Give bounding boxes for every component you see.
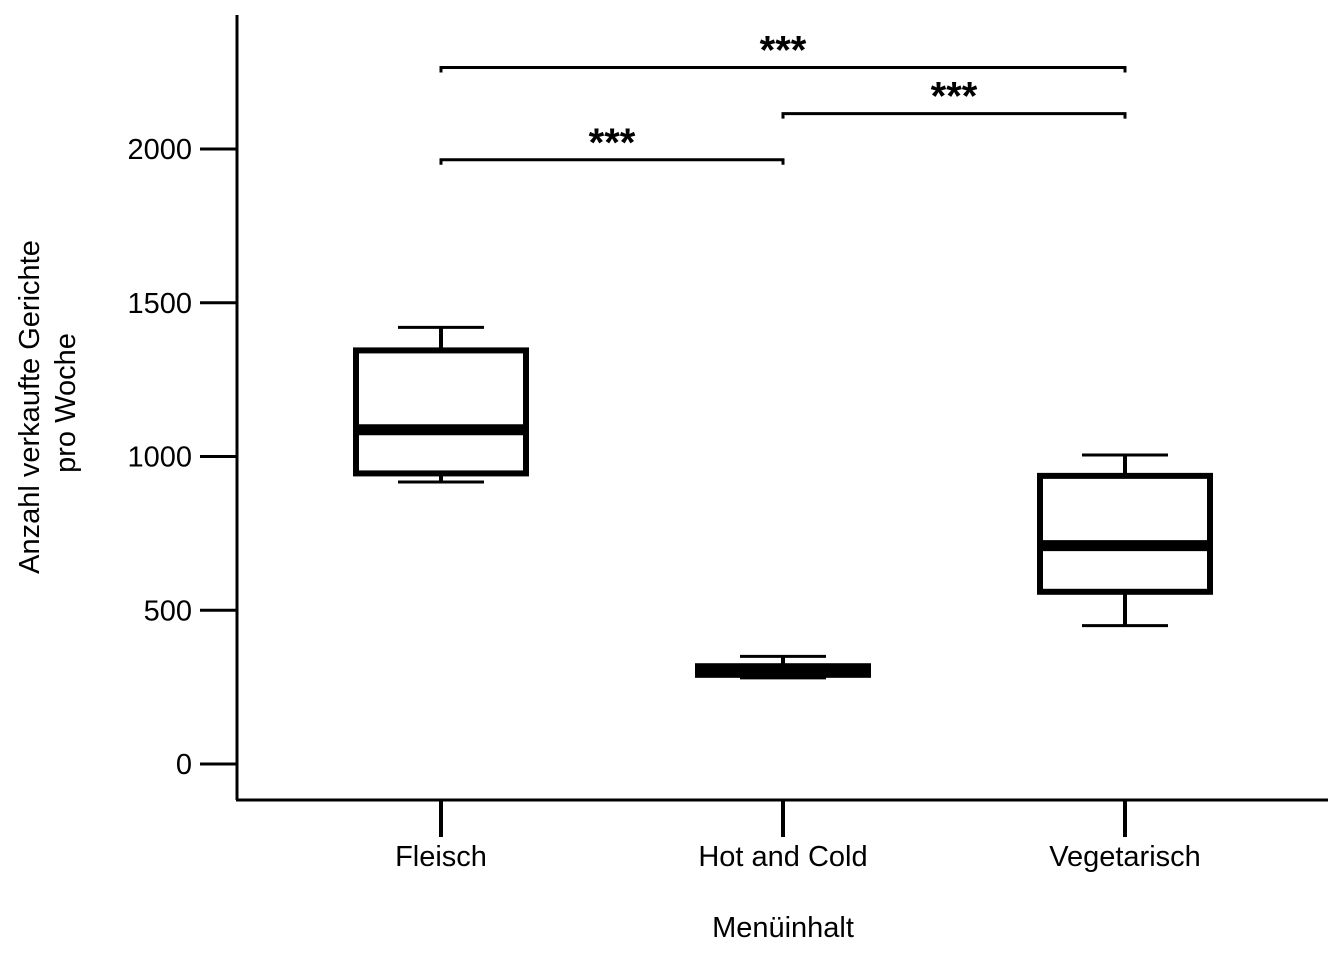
x-tick-label: Vegetarisch xyxy=(1049,841,1201,873)
bracket-line xyxy=(439,66,1127,73)
box-iqr xyxy=(1037,472,1213,595)
y-tick-label: 1000 xyxy=(127,442,192,474)
boxes xyxy=(353,325,1213,680)
x-ticks: Fleisch Hot and Cold Vegetarisch xyxy=(395,800,1201,873)
y-axis-title-line-2: pro Woche xyxy=(50,333,82,473)
y-ticks: 0 500 1000 1500 2000 xyxy=(127,134,237,781)
y-axis-title: Anzahl verkaufte Gerichte pro Woche xyxy=(14,240,82,574)
y-tick-label: 0 xyxy=(176,749,192,781)
x-tick-label: Hot and Cold xyxy=(698,841,867,873)
bracket-line xyxy=(781,112,1127,119)
bracket-line xyxy=(439,158,785,165)
box-group xyxy=(695,654,871,680)
box-group xyxy=(1037,453,1213,628)
box-iqr xyxy=(353,347,529,477)
significance-brackets: *** *** *** xyxy=(439,29,1127,165)
box-group xyxy=(353,325,529,484)
significance-label: *** xyxy=(931,75,978,119)
significance-label: *** xyxy=(589,121,636,165)
x-tick-label: Fleisch xyxy=(395,841,487,873)
significance-bracket: *** xyxy=(439,121,785,165)
y-axis-title-line-1: Anzahl verkaufte Gerichte xyxy=(14,240,46,574)
significance-bracket: *** xyxy=(439,29,1127,73)
y-tick-label: 2000 xyxy=(127,134,192,166)
y-tick-label: 1500 xyxy=(127,288,192,320)
significance-bracket: *** xyxy=(781,75,1127,119)
significance-label: *** xyxy=(760,29,807,73)
x-axis-title: Menüinhalt xyxy=(712,912,854,944)
y-tick-label: 500 xyxy=(144,595,192,627)
